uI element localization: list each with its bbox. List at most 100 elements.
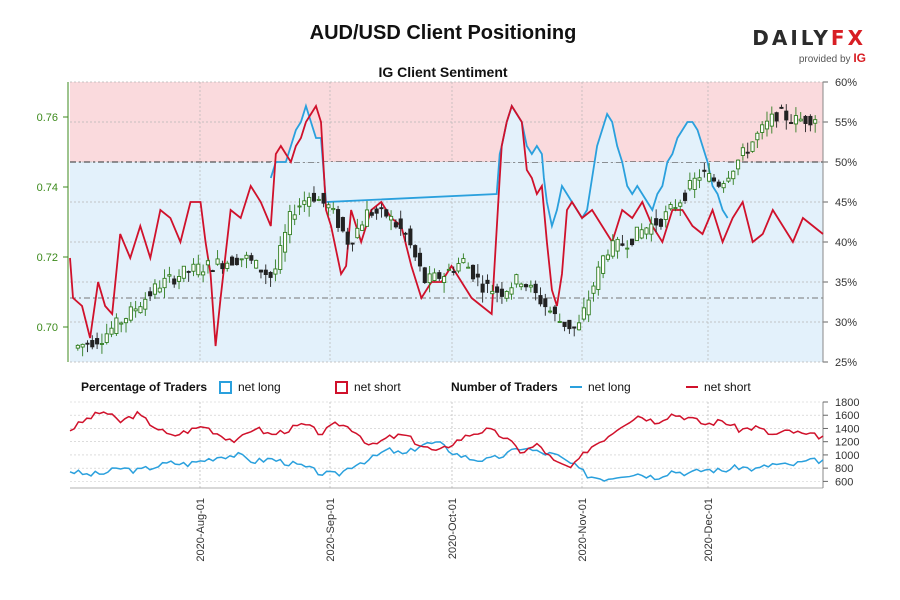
legend-num-long-label: net long xyxy=(588,380,631,394)
candle-body xyxy=(210,270,215,272)
candle-body xyxy=(369,212,374,216)
price-tick-label: 0.72 xyxy=(37,252,58,264)
candle-body xyxy=(721,183,726,189)
candle-body xyxy=(538,295,543,305)
candle-body xyxy=(355,227,360,239)
candle-body xyxy=(287,211,292,236)
date-tick-label: 2020-Dec-01 xyxy=(703,498,715,562)
price-tick-label: 0.74 xyxy=(37,182,58,194)
net-long-fill xyxy=(270,106,728,226)
candle-body xyxy=(220,263,225,270)
candle-body xyxy=(586,299,591,316)
price-tick-label: 0.76 xyxy=(37,112,58,124)
candle-body xyxy=(123,318,129,324)
date-tick-label: 2020-Sep-01 xyxy=(325,498,337,562)
pct-tick-label: 45% xyxy=(835,197,857,209)
candle-body xyxy=(128,306,133,321)
candle-body xyxy=(389,215,394,221)
legend-num-short-swatch xyxy=(686,386,698,388)
candle-body xyxy=(519,283,524,288)
candle-body xyxy=(779,106,784,109)
legend-num-long-swatch xyxy=(570,386,582,388)
date-tick-label: 2020-Nov-01 xyxy=(577,498,589,562)
candle-body xyxy=(755,132,760,141)
num-tick-label: 1800 xyxy=(835,397,859,409)
candle-body xyxy=(326,204,331,209)
candle-body xyxy=(85,342,90,345)
candle-body xyxy=(422,267,427,283)
candle-body xyxy=(432,272,437,281)
candle-body xyxy=(514,274,519,285)
num-tick-label: 1600 xyxy=(835,410,859,422)
pct-tick-label: 55% xyxy=(835,117,857,129)
candle-body xyxy=(205,260,210,266)
legend-pct-net-short: net short xyxy=(335,380,401,394)
candle-body xyxy=(133,308,138,312)
candle-body xyxy=(258,269,264,273)
pct-tick-label: 50% xyxy=(835,157,857,169)
candle-body xyxy=(99,343,104,345)
candle-body xyxy=(581,307,586,320)
candle-body xyxy=(750,141,755,152)
candle-body xyxy=(567,319,572,330)
legend-num-net-short: net short xyxy=(686,380,751,394)
candle-body xyxy=(605,254,610,260)
pct-tick-label: 35% xyxy=(835,277,857,289)
legend-pct-long-label: net long xyxy=(238,380,281,394)
candle-body xyxy=(654,218,659,226)
legend-pct-long-swatch xyxy=(219,380,232,394)
candle-body xyxy=(384,209,389,217)
candle-body xyxy=(143,298,148,310)
candle-body xyxy=(740,147,745,156)
candle-body xyxy=(331,207,336,211)
candle-body xyxy=(625,247,630,250)
date-tick-label: 2020-Oct-01 xyxy=(447,498,459,559)
candle-body xyxy=(340,217,345,232)
candle-body xyxy=(167,274,172,277)
candle-body xyxy=(658,218,664,227)
candle-body xyxy=(114,317,119,334)
candle-body xyxy=(263,269,268,275)
candle-body xyxy=(543,298,548,308)
candle-body xyxy=(172,278,177,285)
legend-num-heading: Number of Traders xyxy=(451,380,558,394)
pct-tick-label: 40% xyxy=(835,237,857,249)
candle-body xyxy=(109,327,114,335)
candle-body xyxy=(509,287,514,295)
candle-body xyxy=(292,214,297,220)
candle-body xyxy=(181,265,186,279)
candle-body xyxy=(490,290,495,295)
num-tick-label: 1200 xyxy=(835,437,859,449)
candle-body xyxy=(702,169,707,172)
candle-body xyxy=(769,113,774,127)
candle-body xyxy=(104,333,109,343)
candle-body xyxy=(345,231,350,245)
candle-body xyxy=(480,283,485,293)
candle-body xyxy=(533,283,538,294)
candle-body xyxy=(408,228,413,246)
candle-body xyxy=(639,229,644,239)
candle-body xyxy=(789,122,794,124)
candle-body xyxy=(764,120,770,130)
candle-body xyxy=(307,196,312,207)
candle-body xyxy=(273,268,278,275)
num-tick-label: 1000 xyxy=(835,450,859,462)
candle-body xyxy=(475,273,480,278)
candle-body xyxy=(234,257,239,266)
candle-body xyxy=(548,310,553,313)
candle-body xyxy=(552,306,557,315)
candle-body xyxy=(442,276,447,284)
candle-body xyxy=(596,266,601,290)
candle-body xyxy=(456,263,461,272)
candle-body xyxy=(601,255,606,274)
candle-body xyxy=(186,270,191,273)
legend-pct-heading: Percentage of Traders xyxy=(81,380,208,394)
candle-body xyxy=(707,173,712,182)
candle-body xyxy=(726,177,731,182)
date-tick-label: 2020-Aug-01 xyxy=(195,498,207,562)
candle-body xyxy=(774,112,779,122)
candle-body xyxy=(196,263,201,276)
candle-body xyxy=(591,285,596,294)
candle-body xyxy=(634,226,639,242)
